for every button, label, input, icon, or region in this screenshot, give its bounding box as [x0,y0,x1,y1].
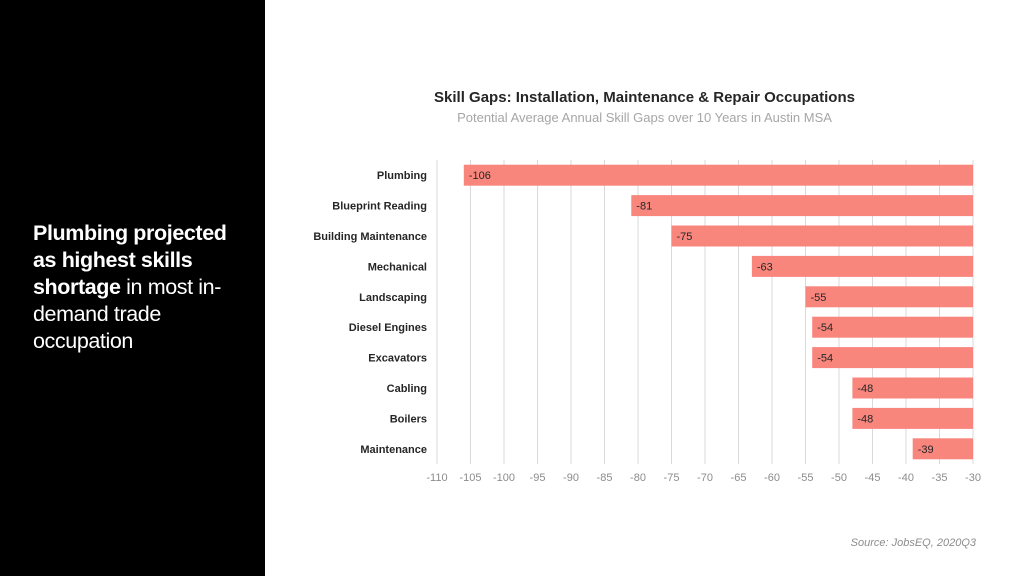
category-label: Cabling [387,383,427,395]
chart-title: Skill Gaps: Installation, Maintenance & … [434,89,855,106]
x-tick-label: -110 [426,472,447,484]
x-axis-ticks: -110 -105 -100 -95 -90 -85 -80 -75 -70 -65 -60 -55 -… [426,472,981,484]
headline-emphasis: Plumbing projected as highest skills sho… [33,221,227,299]
x-tick-label: -55 [798,472,814,484]
data-label: -75 [677,231,693,243]
category-label: Boilers [390,413,427,425]
x-tick-label: -90 [563,472,579,484]
x-tick-label: -80 [630,472,646,484]
bar [631,195,973,217]
x-tick-label: -65 [731,472,747,484]
bar [812,347,973,369]
data-label: -54 [817,322,833,334]
left-panel: Plumbing projected as highest skills sho… [0,0,265,576]
x-tick-label: -75 [664,472,680,484]
x-tick-label: -35 [932,472,948,484]
category-label: Building Maintenance [313,231,427,243]
data-label: -54 [817,353,833,365]
data-label: -48 [857,383,873,395]
category-label: Plumbing [377,170,427,182]
bar [852,377,973,399]
x-tick-label: -40 [898,472,914,484]
x-tick-label: -60 [764,472,780,484]
x-tick-label: -30 [965,472,981,484]
category-label: Blueprint Reading [332,201,427,213]
x-tick-label: -105 [459,472,481,484]
x-tick-label: -85 [597,472,613,484]
category-label: Landscaping [359,292,427,304]
bar [912,438,973,460]
x-tick-label: -50 [831,472,847,484]
bar [852,407,973,429]
data-label: -63 [757,261,773,273]
x-tick-label: -70 [697,472,713,484]
data-label: -55 [811,292,827,304]
category-label: Excavators [368,353,427,365]
bar [805,286,973,308]
category-label: Diesel Engines [349,322,427,334]
chart-subtitle: Potential Average Annual Skill Gaps over… [457,110,832,125]
x-tick-label: -45 [865,472,881,484]
category-label: Maintenance [360,444,427,456]
bar [812,316,973,338]
bar [463,164,973,186]
source-note: Source: JobsEQ, 2020Q3 [850,537,976,549]
data-label: -81 [636,201,652,213]
bar [751,255,973,277]
headline: Plumbing projected as highest skills sho… [33,220,253,355]
headline-rest: in most in-demand trade occupation [33,275,221,353]
data-label: -39 [918,444,934,456]
category-label: Mechanical [368,261,427,273]
data-label: -106 [469,170,491,182]
category-labels: Plumbing Blueprint Reading Building Mainte… [313,170,427,456]
data-label: -48 [857,413,873,425]
x-tick-label: -100 [493,472,515,484]
x-tick-label: -95 [530,472,546,484]
bar [671,225,973,247]
bars: -106 -81 -75 -63 -55 -54 -54 -48 -48 -39 [463,164,973,460]
